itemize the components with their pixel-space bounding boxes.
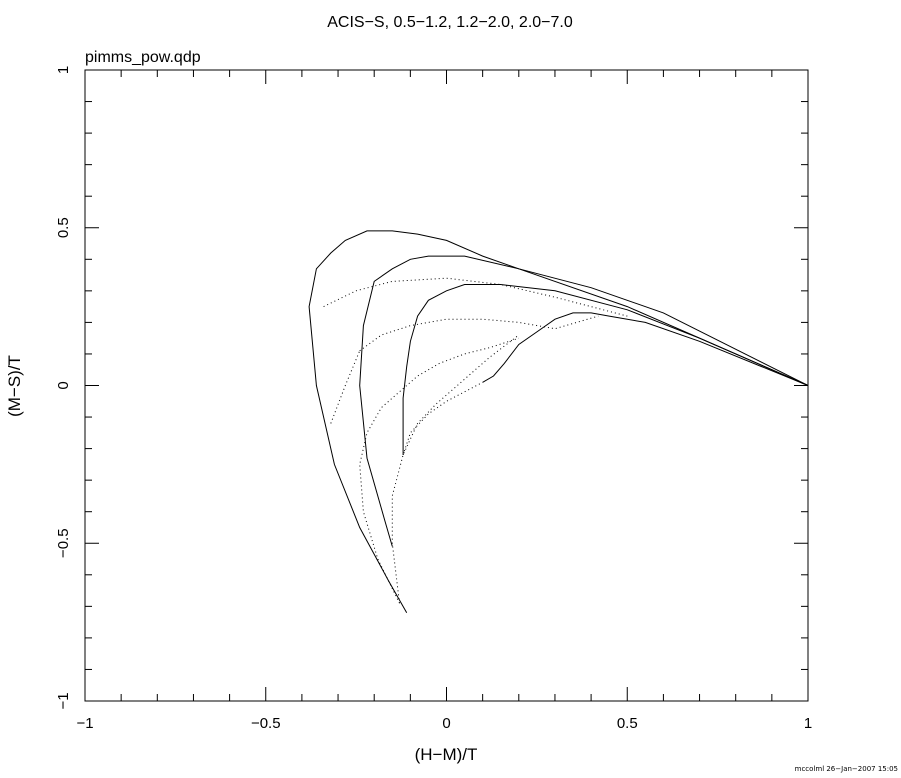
- footer-timestamp: mccolml 26−Jan−2007 15:05: [795, 765, 898, 773]
- series-line-4: [482, 312, 809, 386]
- series-line-7: [330, 350, 361, 424]
- y-tick-label: 0.5: [55, 217, 72, 238]
- series-line-5: [323, 277, 628, 317]
- x-tick-label: 1: [804, 715, 812, 732]
- axis-ticks: [84, 69, 809, 702]
- series-layer: [308, 230, 809, 613]
- y-tick-label: 0: [55, 381, 72, 389]
- plot-frame: [84, 69, 809, 702]
- x-axis-label: (H−M)/T: [415, 745, 478, 764]
- series-line-1: [359, 255, 809, 547]
- series-line-8: [391, 334, 520, 604]
- series-line-9: [359, 337, 519, 604]
- x-tick-label: 0.5: [617, 715, 638, 732]
- series-line-3: [402, 284, 809, 455]
- x-tick-label: 0: [442, 715, 450, 732]
- chart-subtitle: pimms_pow.qdp: [85, 49, 201, 66]
- axis-tick-labels: −1 −0.5 0 0.5 1 −1 −0.5 0 0.5 1: [55, 66, 812, 732]
- x-tick-label: −0.5: [251, 715, 281, 732]
- y-axis-label: (M−S)/T: [5, 355, 24, 417]
- y-tick-label: −1: [55, 692, 72, 709]
- chart-title: ACIS−S, 0.5−1.2, 1.2−2.0, 2.0−7.0: [327, 14, 573, 31]
- y-tick-label: −0.5: [55, 528, 72, 558]
- series-line-6: [359, 315, 599, 352]
- y-tick-label: 1: [55, 66, 72, 74]
- x-tick-label: −1: [76, 715, 93, 732]
- series-line-10: [402, 381, 483, 456]
- series-line-2: [308, 230, 809, 613]
